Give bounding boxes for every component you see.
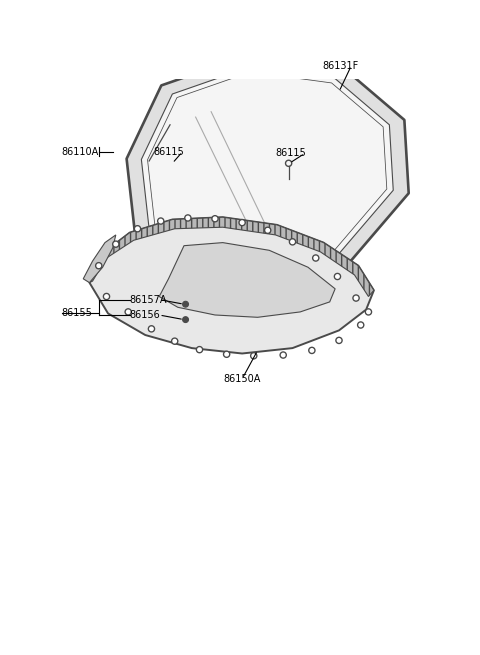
- Text: 86115: 86115: [153, 147, 184, 157]
- Circle shape: [150, 327, 153, 331]
- Circle shape: [281, 353, 285, 357]
- Circle shape: [252, 354, 255, 358]
- Circle shape: [182, 301, 189, 307]
- Circle shape: [103, 293, 109, 299]
- Circle shape: [335, 273, 340, 280]
- Circle shape: [125, 309, 132, 315]
- Text: 86157A: 86157A: [130, 295, 167, 305]
- Circle shape: [239, 219, 245, 226]
- Circle shape: [148, 326, 155, 332]
- Text: 86150A: 86150A: [223, 374, 261, 384]
- Circle shape: [289, 239, 296, 245]
- Polygon shape: [142, 67, 393, 279]
- Polygon shape: [89, 217, 374, 354]
- Circle shape: [185, 215, 191, 221]
- Circle shape: [172, 338, 178, 345]
- Circle shape: [97, 264, 100, 267]
- Circle shape: [312, 255, 319, 261]
- Text: 86115: 86115: [276, 148, 306, 159]
- Circle shape: [266, 229, 269, 232]
- Polygon shape: [159, 242, 335, 317]
- Polygon shape: [127, 55, 408, 292]
- Circle shape: [114, 242, 118, 246]
- Circle shape: [336, 337, 342, 343]
- Circle shape: [358, 322, 364, 328]
- Circle shape: [337, 339, 341, 342]
- Circle shape: [309, 347, 315, 354]
- Circle shape: [105, 295, 108, 298]
- Circle shape: [212, 215, 218, 222]
- Circle shape: [157, 218, 164, 224]
- Circle shape: [251, 353, 257, 359]
- Circle shape: [336, 275, 339, 278]
- Circle shape: [310, 348, 313, 352]
- Circle shape: [134, 226, 141, 232]
- Circle shape: [367, 310, 370, 314]
- Circle shape: [225, 352, 228, 356]
- Circle shape: [113, 241, 119, 247]
- Text: 86131F: 86131F: [322, 60, 358, 71]
- Circle shape: [354, 296, 358, 300]
- Circle shape: [127, 310, 130, 314]
- Circle shape: [353, 295, 359, 301]
- Circle shape: [365, 309, 372, 315]
- Circle shape: [198, 348, 201, 351]
- Circle shape: [159, 219, 162, 223]
- Circle shape: [196, 346, 203, 353]
- Circle shape: [314, 256, 317, 259]
- Polygon shape: [83, 235, 116, 283]
- Text: 86156: 86156: [130, 310, 160, 320]
- Circle shape: [96, 263, 102, 269]
- Circle shape: [359, 324, 362, 327]
- Circle shape: [182, 316, 189, 322]
- Circle shape: [213, 217, 216, 221]
- Circle shape: [240, 221, 244, 224]
- Circle shape: [291, 240, 294, 244]
- Text: 86110A: 86110A: [61, 147, 99, 157]
- Circle shape: [186, 216, 190, 219]
- Text: 86155: 86155: [61, 309, 93, 318]
- Circle shape: [280, 352, 286, 358]
- Circle shape: [264, 227, 271, 233]
- Polygon shape: [89, 217, 374, 297]
- Circle shape: [224, 351, 230, 358]
- Circle shape: [136, 227, 139, 231]
- Circle shape: [173, 339, 177, 343]
